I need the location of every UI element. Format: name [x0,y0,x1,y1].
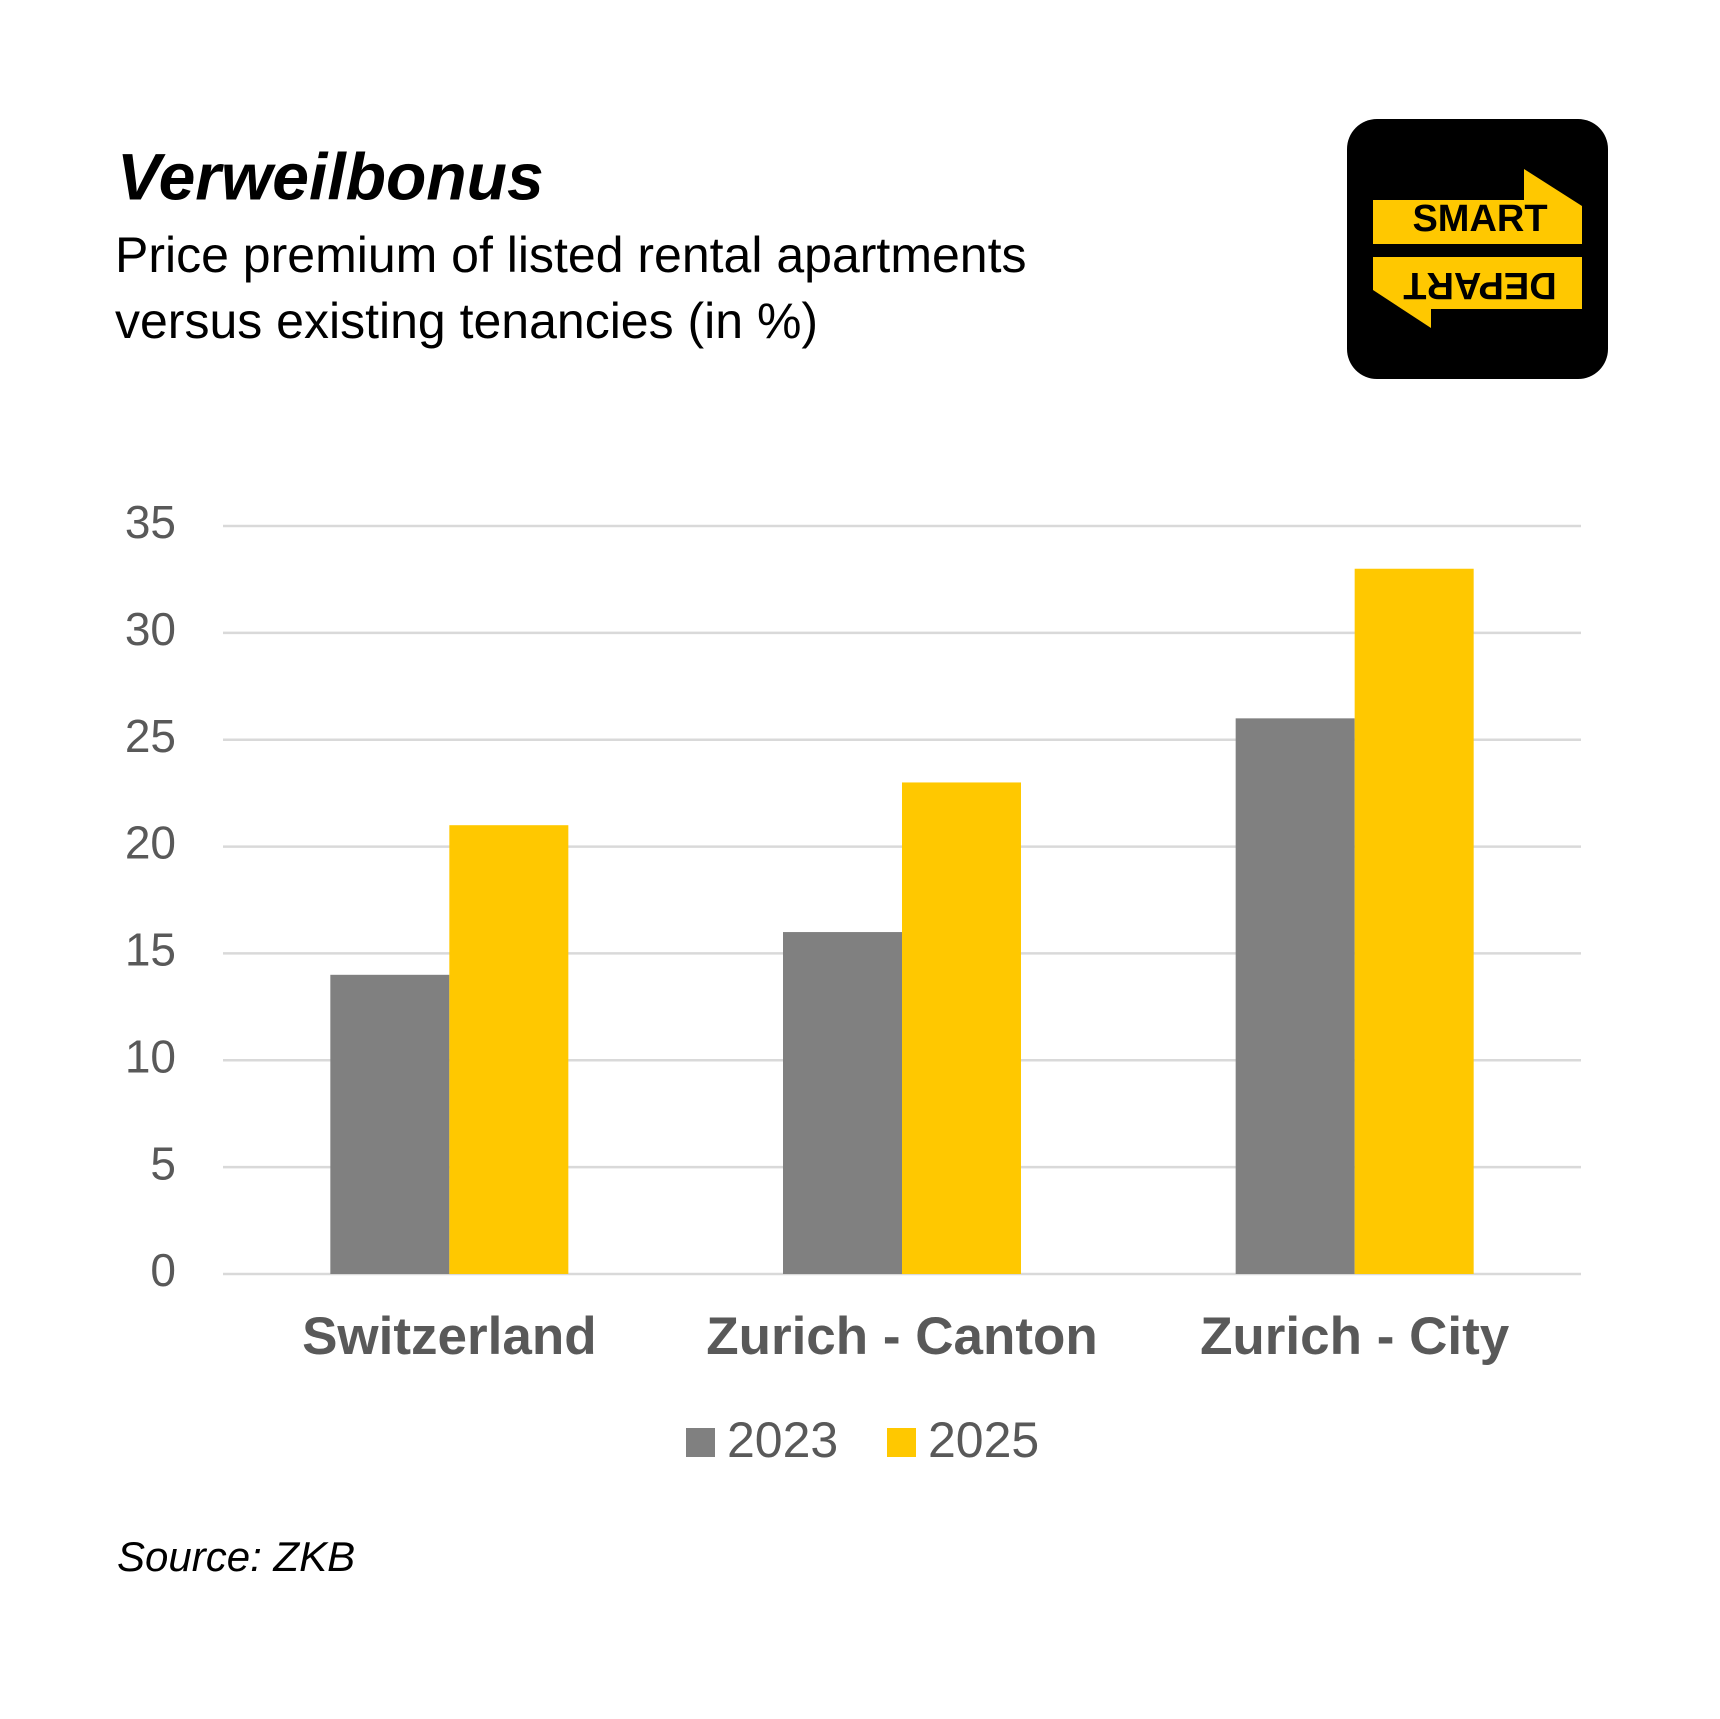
bar [449,825,569,1274]
chart-subtitle: Price premium of listed rental apartment… [115,227,1026,283]
chart-title: Verweilbonus [117,139,544,213]
y-tick-label: 30 [125,603,176,655]
bar [330,974,450,1274]
logo-text: DEPART [1403,264,1556,306]
bar [783,932,902,1274]
chart-subtitle: versus existing tenancies (in %) [115,293,818,349]
y-tick-label: 10 [125,1030,176,1082]
logo-arrow [1373,169,1582,244]
y-tick-label: 35 [125,496,176,548]
x-tick-label: Switzerland [302,1307,597,1366]
logo-text: SMART [1412,198,1547,240]
bar [902,782,1021,1274]
logo-arrow [1373,257,1582,328]
logo-box [1347,119,1608,379]
y-tick-label: 20 [125,817,176,869]
bar [1235,718,1355,1274]
x-tick-label: Zurich - Canton [706,1307,1098,1366]
legend-label: 2025 [928,1412,1039,1468]
y-tick-label: 25 [125,710,176,762]
legend-label: 2023 [727,1412,838,1468]
x-tick-label: Zurich - City [1200,1307,1510,1366]
y-tick-label: 0 [150,1244,176,1296]
logo: SMART DEPART [1347,119,1608,379]
source: Source: ZKB [117,1533,355,1580]
bar [1354,568,1474,1274]
y-tick-label: 5 [150,1137,176,1189]
legend-swatch [887,1428,916,1457]
y-tick-label: 15 [125,924,176,976]
legend-swatch [686,1428,715,1457]
